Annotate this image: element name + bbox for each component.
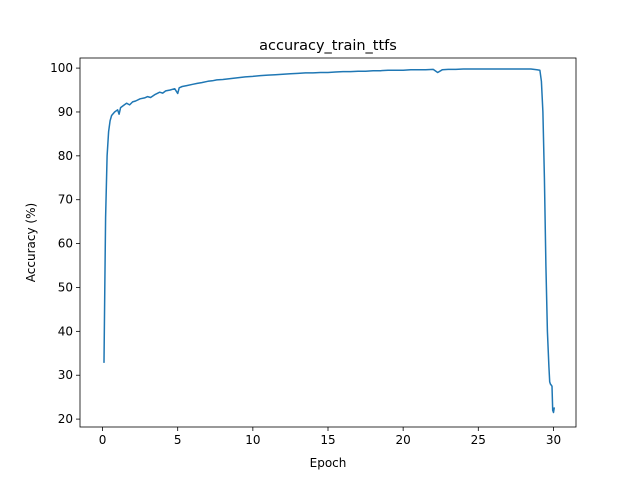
x-tick-label: 0 — [99, 433, 107, 447]
x-axis-label: Epoch — [310, 456, 347, 470]
x-tick-label: 10 — [245, 433, 260, 447]
x-tick-label: 15 — [320, 433, 335, 447]
chart-title: accuracy_train_ttfs — [259, 38, 397, 54]
y-tick-label: 90 — [58, 105, 73, 119]
series-line-accuracy — [103, 68, 556, 414]
tick-layer: 0 5 10 15 20 25 30 20 30 40 50 60 70 80 90 100 — [50, 61, 561, 447]
x-tick-label: 5 — [174, 433, 182, 447]
y-tick-label: 30 — [58, 368, 73, 382]
axes-frame — [79, 57, 577, 428]
y-axis-label: Accuracy (%) — [24, 203, 38, 282]
y-tick-label: 80 — [58, 149, 73, 163]
y-tick-label: 70 — [58, 193, 73, 207]
x-tick-label: 20 — [396, 433, 411, 447]
x-tick-label: 25 — [471, 433, 486, 447]
x-tick-label: 30 — [546, 433, 561, 447]
y-tick-label: 40 — [58, 324, 73, 338]
y-tick-label: 50 — [58, 280, 73, 294]
y-tick-label: 100 — [50, 61, 73, 75]
y-tick-label: 60 — [58, 237, 73, 251]
y-tick-label: 20 — [58, 412, 73, 426]
